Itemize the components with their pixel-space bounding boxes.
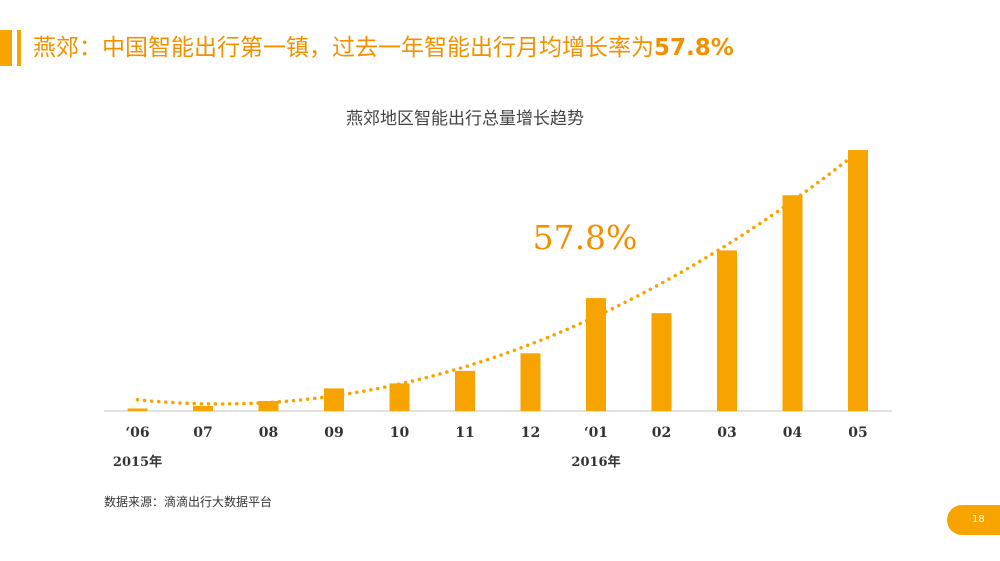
bar-7 [520, 353, 541, 411]
bar-11 [782, 195, 803, 411]
chart-title: 燕郊地区智能出行总量增长趋势 [346, 109, 584, 129]
year-label-2: 2016年 [571, 454, 620, 470]
x-tick-label-1: ‘06 [125, 425, 149, 441]
slide-title: 燕郊：中国智能出行第一镇，过去一年智能出行月均增长率为57.8% [33, 28, 734, 68]
title-accent-bar [0, 30, 12, 66]
slide-title-highlight: 57.8% [654, 35, 734, 61]
bar-9 [651, 313, 672, 411]
x-tick-label-8: ‘01 [584, 425, 608, 441]
year-label-1: 2015年 [113, 454, 162, 470]
bar-10 [717, 250, 737, 411]
x-tick-label-5: 10 [390, 425, 410, 441]
x-tick-label-10: 03 [717, 425, 736, 441]
data-source-note: 数据来源：滴滴出行大数据平台 [104, 495, 273, 509]
x-tick-label-4: 09 [324, 425, 343, 441]
x-tick-label-2: 07 [193, 425, 212, 441]
page-number: 18 [972, 514, 985, 525]
bar-6 [455, 370, 475, 411]
bar-12 [848, 150, 868, 411]
bar-2 [193, 405, 213, 411]
bar-8 [586, 298, 606, 411]
growth-rate-annotation: 57.8% [533, 218, 638, 257]
x-tick-label-6: 11 [455, 425, 474, 441]
x-tick-label-11: 04 [783, 425, 803, 441]
bar-3 [258, 400, 279, 411]
x-tick-label-9: 02 [652, 425, 671, 441]
bar-5 [389, 383, 410, 411]
page-number-badge: 18 [947, 505, 1000, 535]
x-tick-label-7: 12 [521, 425, 540, 441]
title-accent-bar-thin [17, 30, 21, 66]
trendline [135, 150, 860, 406]
x-tick-label-3: 08 [259, 425, 278, 441]
slide-title-main: 燕郊：中国智能出行第一镇，过去一年智能出行月均增长率为 [33, 35, 654, 61]
bar-4 [324, 388, 344, 411]
bar-1 [127, 408, 148, 411]
x-tick-label-12: 05 [848, 425, 867, 441]
